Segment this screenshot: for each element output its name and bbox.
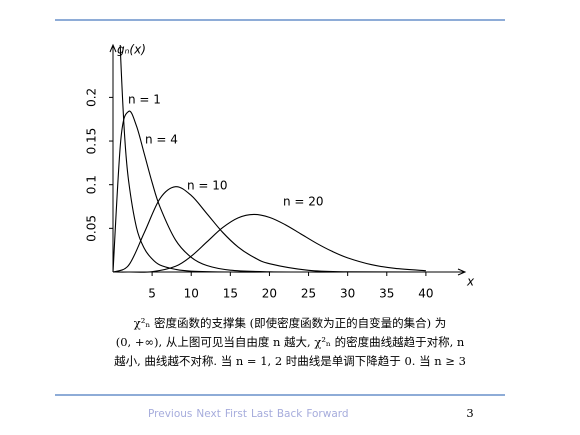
density-curve — [112, 213, 426, 273]
x-axis-arrow — [457, 268, 467, 276]
density-curve — [119, 45, 426, 273]
density-curve — [112, 186, 426, 273]
y-tick-label: 0.05 — [85, 215, 99, 242]
y-tick-label: 0.1 — [85, 175, 99, 194]
curve-label: n = 4 — [145, 133, 178, 147]
y-axis-arrow — [109, 43, 117, 53]
nav-link[interactable]: Previous — [148, 408, 192, 420]
x-tick-label: 35 — [379, 287, 394, 301]
nav-link[interactable]: Forward — [306, 408, 348, 420]
nav-link[interactable]: Next — [196, 408, 220, 420]
y-tick-label: 0.15 — [85, 128, 99, 155]
caption-line: (0, +∞), 从上图可见当自由度 n 越大, χ²ₙ 的密度曲线越趋于对称,… — [116, 335, 465, 349]
nav-link[interactable]: First — [225, 408, 247, 420]
caption-line: χ²ₙ 密度函数的支撑集 (即使密度函数为正的自变量的集合) 为 — [134, 316, 447, 330]
x-tick-label: 40 — [418, 287, 433, 301]
y-axis-label: gₙ(x) — [117, 43, 146, 57]
x-tick-label: 20 — [262, 287, 277, 301]
curve-label: n = 1 — [128, 93, 161, 107]
page-number: 3 — [466, 406, 473, 420]
x-tick-label: 5 — [148, 287, 156, 301]
nav-link[interactable]: Last — [251, 408, 273, 420]
nav-link[interactable]: Back — [277, 408, 303, 420]
x-tick-label: 30 — [340, 287, 355, 301]
curve-label: n = 20 — [283, 195, 324, 209]
curve-label: n = 10 — [187, 179, 228, 193]
y-tick-label: 0.2 — [85, 88, 99, 107]
density-curve — [112, 110, 426, 273]
x-axis-label: x — [466, 275, 475, 289]
x-tick-label: 25 — [301, 287, 316, 301]
x-tick-label: 10 — [184, 287, 199, 301]
caption-line: 越小, 曲线越不对称. 当 n = 1, 2 时曲线是单调下降趋于 0. 当 n… — [114, 354, 466, 368]
x-tick-label: 15 — [223, 287, 238, 301]
plot-area — [112, 45, 426, 273]
